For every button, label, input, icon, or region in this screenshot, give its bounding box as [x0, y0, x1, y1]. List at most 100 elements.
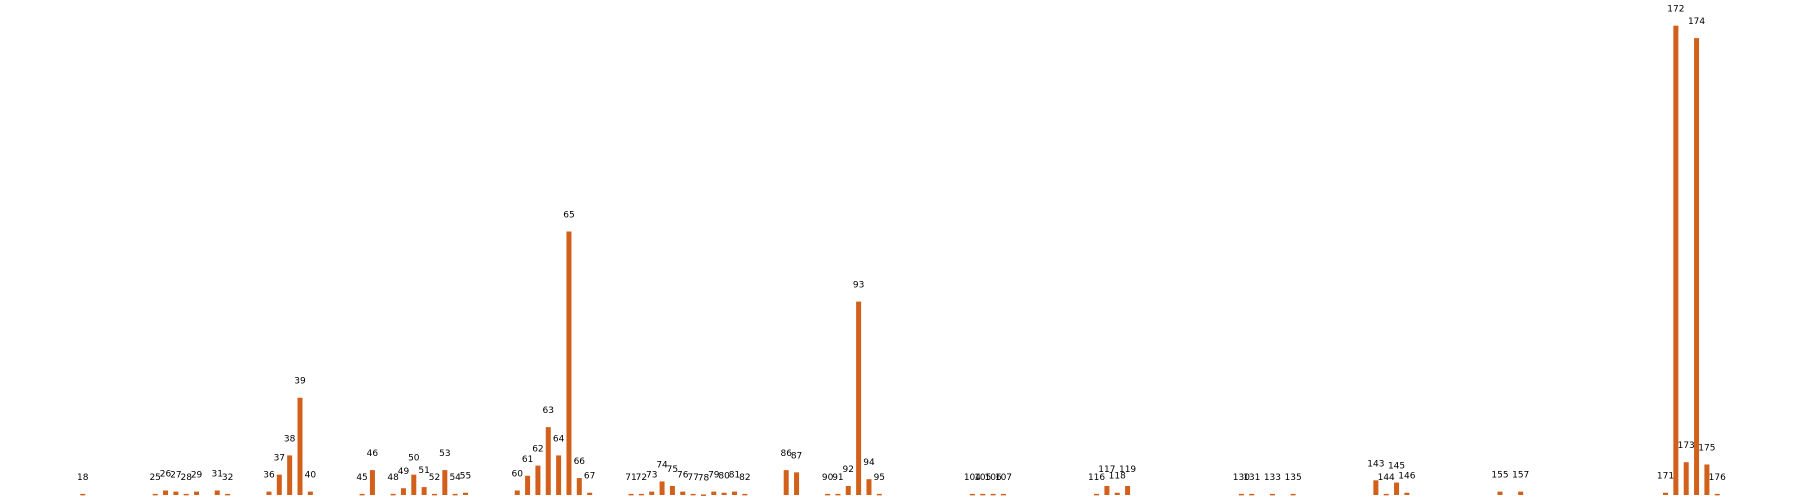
bar — [721, 492, 727, 495]
bar-label: 54 — [449, 473, 461, 483]
bar — [576, 478, 582, 495]
bar-label: 94 — [863, 458, 875, 468]
bar — [431, 493, 437, 496]
bar — [835, 493, 841, 496]
bar-label: 104 — [964, 473, 981, 483]
bar — [225, 493, 231, 496]
bar-label: 48 — [387, 473, 399, 483]
bar-label: 146 — [1398, 472, 1415, 482]
bar — [535, 465, 541, 495]
bar-label: 62 — [532, 445, 543, 455]
bar-label: 37 — [274, 454, 285, 464]
bar — [1373, 480, 1379, 495]
bar-label: 74 — [656, 460, 668, 470]
bar-label: 61 — [522, 455, 533, 465]
bar-label: 105 — [974, 473, 991, 483]
bar — [742, 493, 748, 496]
bar — [628, 493, 634, 496]
bar-label: 175 — [1698, 443, 1715, 453]
bar — [680, 491, 686, 495]
bar — [556, 455, 562, 495]
bar-label: 50 — [408, 454, 420, 464]
bar — [1673, 25, 1679, 496]
bar-label: 63 — [543, 406, 554, 416]
bar — [463, 492, 469, 495]
bar — [1714, 493, 1720, 496]
bar — [276, 474, 282, 495]
bar — [1497, 491, 1503, 495]
bar — [411, 474, 417, 495]
bar — [1383, 493, 1389, 496]
bar-label: 77 — [687, 473, 698, 483]
bar — [369, 470, 375, 495]
bar-label: 53 — [439, 449, 450, 459]
bar — [545, 427, 551, 495]
bar-label: 51 — [418, 466, 429, 476]
bar — [659, 481, 665, 495]
bar — [649, 491, 655, 495]
bar — [1269, 493, 1275, 496]
bar-label: 75 — [667, 465, 678, 475]
bar — [1000, 493, 1006, 496]
bar — [307, 491, 313, 495]
bar-label: 55 — [460, 472, 471, 482]
bar-label: 155 — [1491, 471, 1508, 481]
bar-label: 91 — [832, 473, 843, 483]
bar-label: 145 — [1388, 462, 1405, 472]
bar-label: 18 — [77, 473, 89, 483]
bar-label: 144 — [1378, 473, 1395, 483]
bar-label: 79 — [708, 471, 720, 481]
bar-label: 26 — [160, 469, 172, 479]
bar — [876, 493, 882, 496]
bar-label: 173 — [1678, 441, 1695, 451]
bar — [359, 493, 365, 496]
bar — [866, 479, 872, 495]
bar-label: 143 — [1367, 459, 1384, 469]
bar-label: 106 — [985, 473, 1002, 483]
bar-label: 80 — [718, 472, 730, 482]
bar-label: 72 — [636, 473, 647, 483]
bar-label: 31 — [212, 469, 223, 479]
bar — [794, 472, 800, 495]
bar — [1663, 492, 1669, 495]
bar — [1683, 462, 1689, 495]
bar-label: 39 — [294, 377, 306, 387]
bar-label: 52 — [429, 473, 440, 483]
bar-label: 29 — [191, 471, 203, 481]
bar — [152, 493, 158, 496]
bar-label: 82 — [739, 473, 750, 483]
bar — [1694, 38, 1700, 495]
bar-label: 67 — [584, 472, 595, 482]
bar-label: 71 — [625, 473, 636, 483]
bar-label: 66 — [574, 457, 586, 467]
bar — [690, 493, 696, 496]
bar — [214, 490, 220, 495]
bar-label: 172 — [1667, 5, 1684, 15]
bar-label: 176 — [1709, 473, 1726, 483]
bar — [163, 490, 169, 495]
bar-label: 92 — [843, 465, 854, 475]
bar — [173, 491, 179, 495]
bar — [700, 494, 706, 496]
bar-label: 90 — [822, 473, 834, 483]
bar — [1238, 493, 1244, 496]
bar — [825, 493, 831, 496]
bar — [1125, 485, 1131, 495]
bar — [183, 493, 189, 496]
bar-label: 73 — [646, 471, 657, 481]
bar — [990, 493, 996, 496]
bar — [969, 493, 975, 496]
bar — [845, 485, 851, 495]
bar-label: 78 — [698, 473, 710, 483]
bar — [400, 488, 406, 495]
bar — [587, 492, 593, 495]
bar — [856, 301, 862, 495]
bar-label: 133 — [1264, 473, 1281, 483]
bar-label: 49 — [398, 467, 410, 477]
bar — [525, 475, 531, 495]
bar-label: 107 — [995, 473, 1012, 483]
bar — [711, 491, 717, 495]
bar-label: 157 — [1512, 471, 1529, 481]
bar — [669, 485, 675, 495]
bar-label: 171 — [1657, 472, 1674, 482]
